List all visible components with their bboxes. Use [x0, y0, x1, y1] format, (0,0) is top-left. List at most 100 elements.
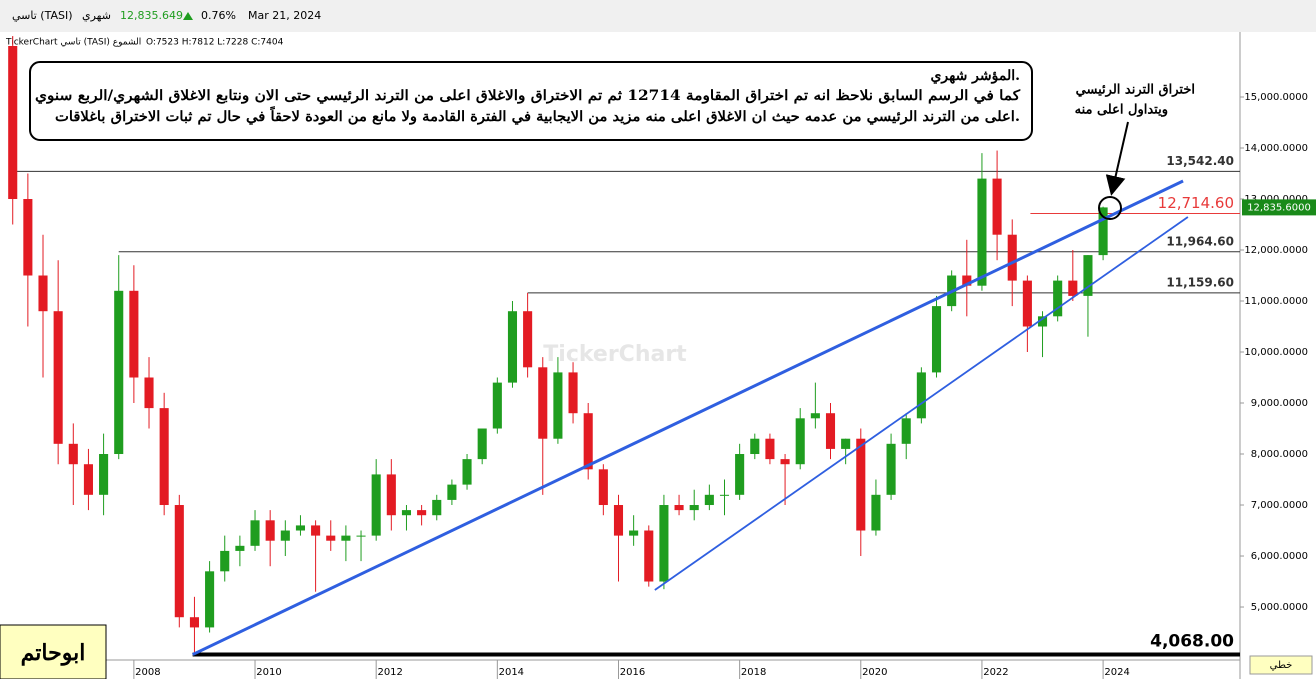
- y-tick-label: 10,000.0000: [1244, 347, 1308, 358]
- candle-body: [99, 454, 109, 495]
- annotation-box: [29, 61, 1033, 141]
- level-label: 12,714.60: [1158, 194, 1234, 212]
- candle-body: [1098, 207, 1108, 256]
- candle-body: [780, 459, 790, 465]
- candle-body: [265, 520, 275, 541]
- x-tick-label: 2016: [620, 667, 645, 678]
- candle-body: [250, 520, 260, 546]
- x-tick-label: 2012: [377, 667, 402, 678]
- candle-body: [220, 550, 230, 572]
- candle-body: [1007, 234, 1017, 281]
- candle-body: [598, 469, 608, 506]
- candle-body: [507, 311, 518, 383]
- x-tick-label: 2018: [741, 667, 766, 678]
- candle-body: [659, 505, 669, 582]
- annotation-line: كما في الرسم السابق نلاحظ انه تم اختراق …: [35, 88, 1020, 104]
- candle-body: [644, 530, 654, 582]
- trend-line: [654, 216, 1189, 591]
- y-tick-label: 7,000.0000: [1251, 500, 1308, 511]
- candle-body: [810, 413, 820, 419]
- price: 12,835.649: [120, 9, 183, 22]
- candle-body: [295, 525, 306, 531]
- candle-body: [280, 530, 290, 541]
- candle-body: [326, 535, 336, 541]
- x-tick-label: 2014: [499, 667, 524, 678]
- candle-body: [538, 367, 548, 439]
- candle-body: [553, 372, 563, 439]
- level-label: 13,542.40: [1166, 154, 1234, 168]
- change: 0.76%: [201, 9, 236, 22]
- header-bar: [0, 0, 1316, 32]
- candle-body: [1053, 280, 1063, 317]
- candle-body: [311, 525, 321, 536]
- candle-body: [931, 306, 942, 373]
- x-tick-label: 2020: [862, 667, 887, 678]
- level-label: 4,068.00: [1150, 632, 1234, 652]
- y-tick-label: 5,000.0000: [1251, 602, 1308, 613]
- candle-body: [962, 275, 972, 286]
- candle-body: [462, 459, 472, 485]
- candle-body: [750, 438, 760, 455]
- candle-body: [795, 418, 805, 465]
- y-tick-label: 8,000.0000: [1251, 449, 1308, 460]
- author-box: [0, 624, 107, 680]
- y-tick-label: 15,000.0000: [1244, 92, 1308, 103]
- candle-body: [841, 438, 851, 449]
- mode[interactable]: خطي: [1270, 660, 1293, 671]
- candle-body: [356, 535, 366, 537]
- trend-line: [191, 179, 1184, 656]
- candle-body: [68, 443, 78, 465]
- candle-body: [1068, 280, 1078, 296]
- candle-body: [523, 311, 533, 368]
- candle-body: [144, 377, 154, 409]
- x-tick-label: 2024: [1104, 667, 1129, 678]
- symbol: تاسي (TASI): [12, 9, 73, 22]
- candle-body: [492, 382, 502, 429]
- candle-body: [568, 372, 578, 414]
- candle-body: [83, 464, 93, 495]
- candle-body: [129, 290, 139, 378]
- candle-body: [689, 505, 699, 511]
- y-tick-label: 12,000.0000: [1244, 245, 1308, 256]
- x-tick-label: 2022: [983, 667, 1008, 678]
- candle-body: [613, 505, 624, 536]
- candle-body: [719, 494, 730, 496]
- annotation-line: المؤشر شهري.: [930, 68, 1020, 84]
- level-label: 11,159.60: [1166, 275, 1234, 289]
- candle-body: [205, 571, 215, 628]
- candle-body: [371, 474, 381, 536]
- candle-body: [159, 408, 169, 506]
- y-tick-label: 14,000.0000: [1244, 143, 1308, 154]
- candle-body: [765, 438, 775, 460]
- period: شهري: [82, 9, 111, 22]
- candle-body: [432, 499, 442, 516]
- candle-body: [735, 454, 745, 495]
- candle-body: [629, 530, 639, 536]
- watermark: TickerChart: [543, 342, 687, 367]
- x-tick-label: 2010: [256, 667, 281, 678]
- candle-body: [23, 199, 33, 276]
- plot: [8, 36, 1240, 657]
- x-tick-label: 2008: [135, 667, 160, 678]
- candle-body: [235, 545, 245, 551]
- annotation-line: اعلى من الترند الرئيسي من عدمه حيث ان ال…: [55, 106, 1020, 125]
- candle-body: [871, 494, 881, 531]
- y-tick-label: 6,000.0000: [1251, 551, 1308, 562]
- candle-body: [1083, 255, 1093, 296]
- chart-label: TickerChart تاسي (TASI) الشموع: [5, 38, 141, 48]
- candle-body: [674, 505, 684, 511]
- ohlc-text: O:7523 H:7812 L:7228 C:7404: [146, 38, 284, 48]
- y-tick-label: 11,000.0000: [1244, 296, 1308, 307]
- candle-body: [386, 474, 396, 516]
- last-price-tag: [1242, 199, 1316, 216]
- candle-body: [8, 45, 18, 200]
- candle-body: [886, 443, 896, 495]
- candle-body: [977, 178, 987, 286]
- candle-body: [401, 510, 412, 516]
- candle-body: [704, 494, 714, 506]
- mode-button[interactable]: [1249, 655, 1313, 675]
- candle-body: [825, 413, 836, 449]
- candle-body: [477, 428, 487, 460]
